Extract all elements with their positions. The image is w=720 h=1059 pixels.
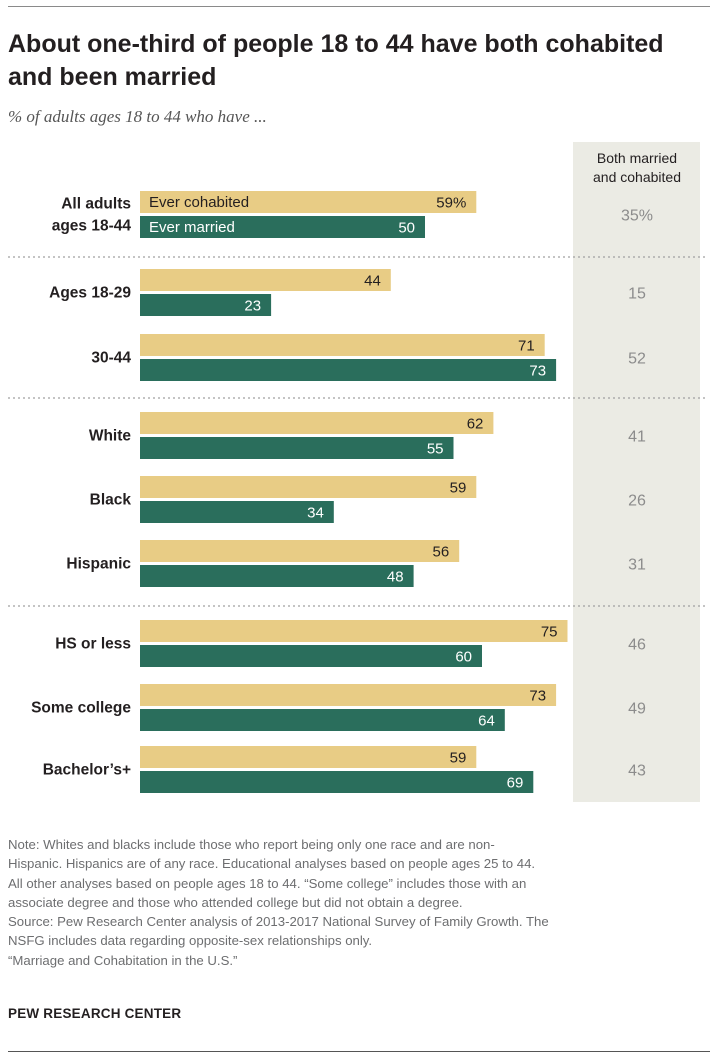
source-line: NSFG includes data regarding opposite-se…: [8, 933, 373, 949]
bar-value-label: 59: [450, 480, 467, 497]
both-column-header: Both married: [597, 150, 677, 166]
series-name-label: Ever married: [149, 219, 235, 236]
note-line: associate degree and those who attended …: [8, 894, 463, 910]
bar-value-label: 44: [364, 273, 381, 290]
bar-ever-married: [140, 359, 557, 381]
series-name-label: Ever cohabited: [149, 194, 249, 211]
bar-ever-cohabited: [140, 191, 477, 213]
bar-ever-married: [140, 709, 505, 731]
category-label: HS or less: [55, 636, 131, 653]
chart-subtitle: % of adults ages 18 to 44 who have ...: [8, 107, 267, 126]
note-line: Note: Whites and blacks include those wh…: [8, 837, 495, 852]
category-label: Ages 18-29: [49, 285, 131, 302]
source-organization: PEW RESEARCH CENTER: [8, 1006, 182, 1021]
both-column-value: 43: [628, 763, 646, 780]
bar-value-label: 34: [307, 505, 324, 522]
bar-ever-married: [140, 294, 272, 316]
both-column-value: 31: [628, 557, 646, 574]
bar-value-label: 71: [518, 338, 535, 355]
bar-ever-married: [140, 216, 425, 238]
category-label: Bachelor’s+: [43, 762, 131, 779]
bar-value-label: 50: [398, 220, 415, 237]
bar-value-label: 73: [529, 363, 546, 380]
category-label: White: [89, 428, 132, 445]
bar-value-label: 59: [450, 750, 467, 767]
category-label: Black: [90, 492, 132, 509]
bar-ever-cohabited: [140, 269, 391, 291]
both-column-value: 26: [628, 493, 646, 510]
chart-notes: Note: Whites and blacks include those wh…: [8, 835, 713, 970]
both-column-value: 41: [628, 429, 646, 446]
bar-value-label: 55: [427, 441, 444, 458]
bar-value-label: 59%: [436, 195, 466, 212]
bar-ever-married: [140, 565, 414, 587]
category-label: Hispanic: [66, 556, 131, 573]
top-rule: [8, 6, 710, 7]
both-column-value: 46: [628, 637, 646, 654]
bar-value-label: 48: [387, 569, 404, 586]
chart-title: About one-third of people 18 to 44 have …: [8, 30, 664, 91]
both-column-value: 35%: [621, 208, 653, 225]
bar-ever-cohabited: [140, 620, 568, 642]
bar-value-label: 64: [478, 713, 495, 730]
category-label: ages 18-44: [52, 218, 132, 235]
category-label: Some college: [31, 700, 131, 717]
bar-value-label: 23: [244, 298, 261, 315]
both-column-background: [573, 142, 700, 802]
category-label: All adults: [61, 196, 131, 213]
bar-value-label: 62: [467, 416, 484, 433]
bar-ever-cohabited: [140, 540, 460, 562]
bar-value-label: 60: [455, 649, 472, 666]
report-title-line: “Marriage and Cohabitation in the U.S.”: [8, 952, 238, 968]
bar-ever-married: [140, 501, 334, 523]
bar-ever-married: [140, 645, 482, 667]
bar-ever-married: [140, 437, 454, 459]
bar-ever-cohabited: [140, 334, 545, 356]
bottom-rule: [8, 1051, 710, 1052]
bar-ever-married: [140, 771, 534, 793]
source-line: Source: Pew Research Center analysis of …: [8, 914, 549, 930]
bar-chart: Both married and cohabited All adults ages …: [8, 142, 705, 802]
both-column-value: 52: [628, 351, 646, 368]
bar-ever-cohabited: [140, 684, 557, 706]
bar-value-label: 73: [529, 688, 546, 705]
bar-ever-cohabited: [140, 412, 494, 434]
note-line: All other analyses based on people ages …: [8, 875, 527, 891]
both-column-header: and cohabited: [593, 169, 681, 185]
bar-value-label: 75: [541, 624, 558, 641]
both-column-value: 49: [628, 701, 646, 718]
note-line: Hispanic. Hispanics are of any race. Edu…: [8, 856, 536, 872]
category-label: 30-44: [91, 350, 131, 367]
both-column-value: 15: [628, 286, 646, 303]
bar-value-label: 56: [433, 544, 450, 561]
bar-ever-cohabited: [140, 476, 477, 498]
bar-ever-cohabited: [140, 746, 477, 768]
bar-value-label: 69: [507, 775, 524, 792]
